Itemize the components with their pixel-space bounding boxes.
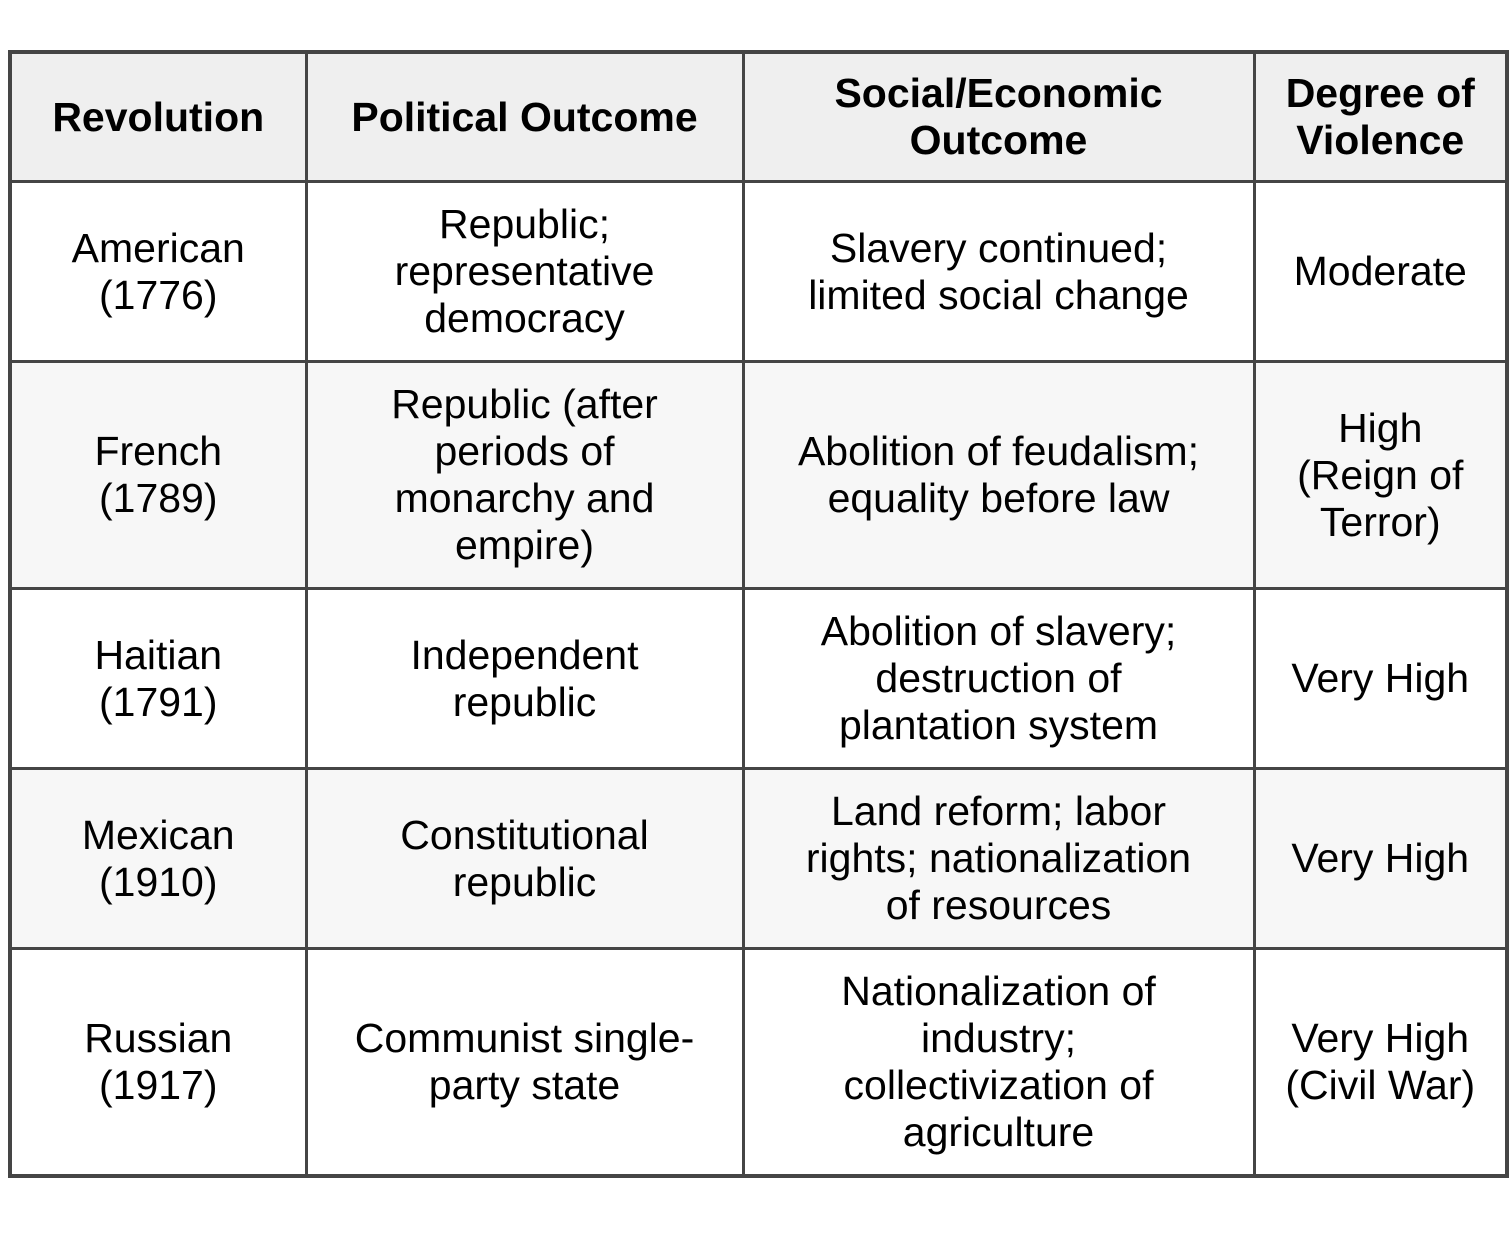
table-row-american: American (1776) Republic; representative… [8,180,1509,363]
cell-social-economic-outcome: Slavery continued; limited social change [741,180,1256,363]
cell-degree-of-violence: Very High [1252,587,1509,770]
cell-social-economic-outcome: Abolition of feudalism; equality before … [741,360,1256,590]
cell-political-outcome: Republic (after periods of monarchy and … [304,360,745,590]
cell-social-economic-outcome: Nationalization of industry; collectiviz… [741,947,1256,1178]
cell-revolution: French (1789) [8,360,308,590]
cell-revolution: Haitian (1791) [8,587,308,770]
table-row-russian: Russian (1917) Communist single- party s… [8,947,1509,1178]
cell-revolution: Russian (1917) [8,947,308,1178]
cell-degree-of-violence: High (Reign of Terror) [1252,360,1509,590]
table-header: Revolution Political Outcome Social/Econ… [8,50,1509,183]
cell-political-outcome: Communist single- party state [304,947,745,1178]
table-row-french: French (1789) Republic (after periods of… [8,360,1509,590]
cell-degree-of-violence: Moderate [1252,180,1509,363]
cell-political-outcome: Republic; representative democracy [304,180,745,363]
header-political-outcome: Political Outcome [304,50,745,183]
cell-political-outcome: Independent republic [304,587,745,770]
cell-social-economic-outcome: Land reform; labor rights; nationalizati… [741,767,1256,950]
header-row: Revolution Political Outcome Social/Econ… [8,50,1509,183]
cell-revolution: American (1776) [8,180,308,363]
cell-social-economic-outcome: Abolition of slavery; destruction of pla… [741,587,1256,770]
header-revolution: Revolution [8,50,308,183]
revolutions-comparison-table: Revolution Political Outcome Social/Econ… [8,50,1509,1178]
table-body: American (1776) Republic; representative… [8,180,1509,1178]
table-row-haitian: Haitian (1791) Independent republic Abol… [8,587,1509,770]
header-degree-of-violence: Degree of Violence [1252,50,1509,183]
cell-degree-of-violence: Very High (Civil War) [1252,947,1509,1178]
table-row-mexican: Mexican (1910) Constitutional republic L… [8,767,1509,950]
cell-degree-of-violence: Very High [1252,767,1509,950]
header-social-economic-outcome: Social/Economic Outcome [741,50,1256,183]
cell-political-outcome: Constitutional republic [304,767,745,950]
cell-revolution: Mexican (1910) [8,767,308,950]
